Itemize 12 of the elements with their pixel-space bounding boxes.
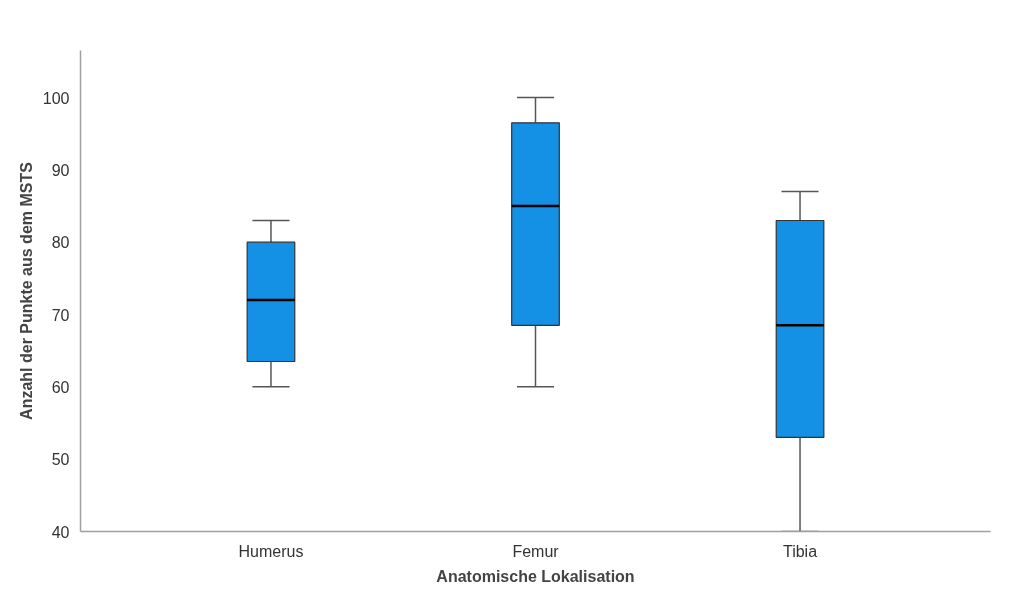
y-tick-label: 60 (51, 378, 70, 396)
y-tick-label: 40 (51, 523, 70, 541)
y-tick-label: 70 (51, 306, 70, 324)
x-tick-label: Humerus (238, 542, 304, 560)
y-tick-label: 90 (51, 161, 70, 179)
y-tick-label: 100 (42, 89, 70, 107)
x-tick-label: Tibia (782, 542, 818, 560)
y-tick-label: 50 (51, 451, 70, 469)
x-axis-title: Anatomische Lokalisation (436, 567, 635, 585)
y-tick-label: 80 (51, 234, 70, 252)
y-axis-title: Anzahl der Punkte aus dem MSTS (17, 161, 35, 420)
x-tick-label: Femur (512, 542, 560, 560)
